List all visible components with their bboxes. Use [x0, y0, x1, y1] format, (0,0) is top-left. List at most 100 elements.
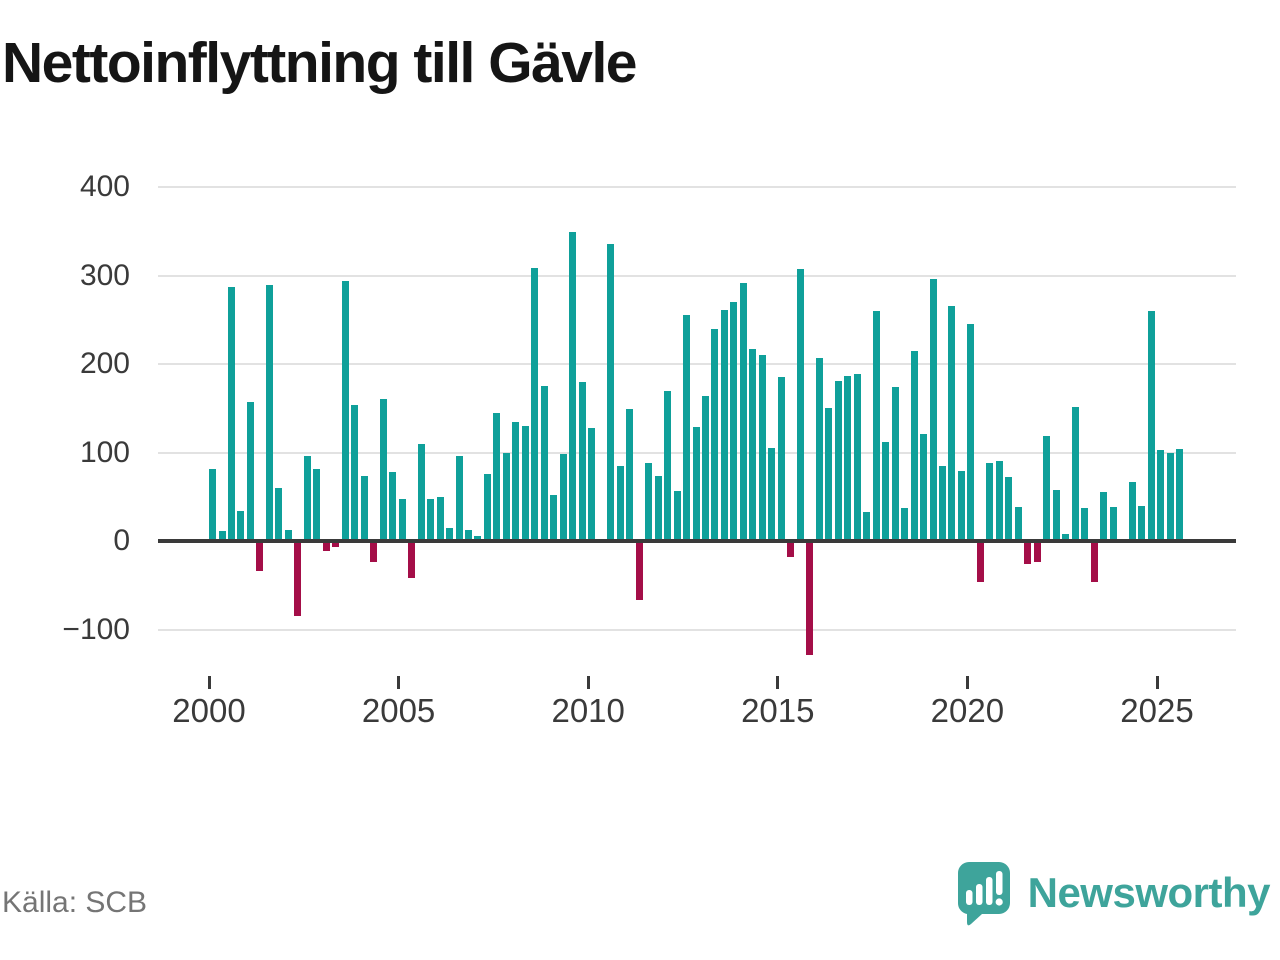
- x-axis-tick-mark-2000: [207, 676, 211, 689]
- bar-2023-Q1: [1081, 508, 1089, 541]
- bar-2020-Q4: [995, 460, 1003, 541]
- bar-2019-Q3: [948, 305, 956, 541]
- bar-2018-Q2: [901, 508, 908, 541]
- bar-2022-Q2: [1052, 489, 1060, 541]
- bar-2005-Q1: [398, 499, 406, 541]
- gridline-400: [158, 186, 1236, 188]
- x-axis-tick-mark-2015: [776, 676, 780, 689]
- bar-2019-Q1: [929, 279, 937, 541]
- x-axis-tick-label-2015: 2015: [741, 692, 815, 729]
- bar-2010-Q1: [588, 427, 596, 541]
- bar-2012-Q1: [664, 390, 671, 541]
- bar-2015-Q3: [796, 269, 804, 541]
- x-axis-tick-mark-2010: [586, 676, 590, 689]
- bar-2015-Q1: [777, 377, 785, 541]
- x-axis-tick-mark-2005: [397, 676, 401, 689]
- bar-2004-Q3: [379, 399, 387, 541]
- x-axis-tick-label-2025: 2025: [1120, 692, 1194, 729]
- source-caption: Källa: SCB: [2, 886, 148, 919]
- bar-2005-Q3: [417, 443, 425, 541]
- bar-2003-Q3: [341, 280, 349, 541]
- bar-2006-Q1: [436, 496, 444, 542]
- newsworthy-logo-text: Newsworthy: [1027, 869, 1271, 916]
- bar-2017-Q2: [863, 511, 871, 541]
- bar-2024-Q2: [1128, 481, 1136, 541]
- bar-2003-Q1: [322, 542, 330, 551]
- bar-2012-Q2: [673, 490, 681, 541]
- bar-2007-Q1: [474, 535, 482, 541]
- bar-2004-Q2: [370, 542, 378, 563]
- bar-2014-Q1: [739, 282, 747, 541]
- x-axis-tick-label-2005: 2005: [361, 692, 436, 729]
- bar-2002-Q3: [303, 456, 311, 541]
- bar-2000-Q4: [237, 510, 245, 541]
- bar-2013-Q3: [720, 310, 728, 541]
- bar-2004-Q1: [360, 476, 368, 541]
- bar-2005-Q2: [408, 542, 416, 579]
- bar-2023-Q4: [1109, 507, 1117, 541]
- bar-2001-Q4: [275, 487, 283, 541]
- bar-2020-Q2: [976, 542, 984, 582]
- bar-2015-Q2: [787, 542, 795, 557]
- bar-2002-Q1: [284, 529, 292, 541]
- bar-2021-Q2: [1014, 506, 1022, 541]
- bar-2023-Q2: [1090, 542, 1098, 582]
- y-axis-tick-label: 0: [113, 524, 130, 557]
- bar-2009-Q1: [550, 495, 558, 541]
- x-axis-tick-label-2010: 2010: [551, 692, 625, 729]
- bar-2018-Q4: [920, 433, 927, 541]
- bar-2007-Q2: [483, 473, 491, 541]
- bar-2002-Q4: [313, 469, 321, 541]
- page-title: Nettoinflyttning till Gävle: [2, 31, 638, 95]
- bar-2011-Q3: [645, 463, 653, 541]
- y-axis-tick-label: 100: [79, 435, 130, 469]
- zero-axis-line: [158, 539, 1236, 543]
- bar-2019-Q4: [957, 471, 965, 541]
- bar-2011-Q1: [626, 409, 634, 541]
- bar-2000-Q2: [218, 531, 226, 541]
- bar-2024-Q3: [1138, 505, 1145, 541]
- x-axis-tick-mark-2020: [965, 676, 969, 689]
- newsworthy-speech-bubble-bar-chart-icon: [956, 860, 1012, 926]
- bar-2009-Q4: [578, 381, 586, 541]
- x-axis-tick-label-2020: 2020: [930, 692, 1005, 729]
- bar-2013-Q4: [730, 302, 738, 541]
- newsworthy-brand: Newsworthy: [956, 860, 1271, 926]
- bar-2013-Q1: [702, 395, 709, 541]
- bar-2006-Q4: [465, 530, 472, 541]
- gridline-200: [158, 363, 1236, 365]
- bar-2008-Q1: [512, 421, 520, 541]
- bar-2016-Q4: [844, 375, 852, 541]
- bar-2018-Q3: [910, 350, 918, 541]
- bar-2005-Q4: [427, 499, 434, 541]
- bar-2014-Q3: [758, 355, 766, 541]
- bar-2017-Q4: [882, 441, 890, 541]
- bar-2012-Q3: [683, 315, 690, 541]
- bar-2002-Q2: [294, 542, 302, 617]
- bar-2008-Q2: [521, 425, 529, 541]
- bar-2023-Q3: [1100, 492, 1108, 541]
- bar-2000-Q1: [209, 469, 216, 541]
- bar-2009-Q2: [559, 454, 567, 541]
- bar-2013-Q2: [711, 328, 719, 541]
- bar-2016-Q1: [815, 357, 823, 541]
- bar-2014-Q4: [768, 448, 776, 541]
- bar-2016-Q3: [834, 380, 842, 541]
- y-axis-tick-label: 200: [79, 347, 130, 380]
- bar-2021-Q1: [1005, 477, 1013, 541]
- bar-2014-Q2: [749, 349, 757, 541]
- bar-2003-Q4: [351, 404, 359, 541]
- bar-2006-Q2: [446, 527, 453, 541]
- y-axis-tick-label: 400: [79, 170, 130, 203]
- bar-2009-Q3: [569, 232, 577, 541]
- bar-2017-Q3: [872, 310, 880, 541]
- bar-2007-Q4: [502, 453, 510, 541]
- bar-2021-Q4: [1033, 542, 1041, 563]
- bar-2008-Q4: [540, 386, 548, 541]
- gridline-300: [158, 274, 1236, 277]
- bar-2003-Q2: [332, 542, 340, 548]
- gridline--100: [158, 628, 1236, 631]
- bar-2018-Q1: [891, 387, 899, 541]
- bar-2020-Q1: [967, 324, 975, 541]
